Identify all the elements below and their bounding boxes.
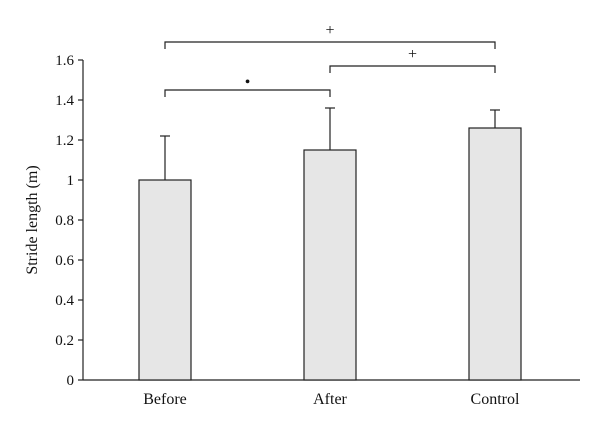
bar-before — [138, 179, 192, 381]
significance-bracket — [164, 89, 331, 97]
y-tick-label: 1.2 — [55, 133, 74, 149]
significance-marker: • — [245, 74, 251, 91]
y-tick-label: 0.8 — [55, 213, 74, 229]
y-tick-label: 1.4 — [55, 93, 74, 109]
y-tick-label: 1 — [67, 173, 75, 189]
significance-bracket — [329, 65, 496, 73]
significance-bracket — [164, 41, 496, 49]
bar-control — [468, 127, 522, 381]
y-tick-label: 1.6 — [55, 53, 74, 69]
y-tick-label: 0.2 — [55, 333, 74, 349]
x-category-label: Before — [143, 391, 187, 408]
x-category-label: After — [313, 391, 347, 408]
significance-marker: + — [408, 46, 417, 63]
y-tick-label: 0 — [67, 373, 75, 389]
y-axis-title: Stride length (m) — [24, 165, 41, 274]
bar-after — [303, 149, 357, 381]
significance-marker: + — [325, 22, 334, 39]
y-tick-label: 0.6 — [55, 253, 74, 269]
y-tick-label: 0.4 — [55, 293, 74, 309]
x-category-label: Control — [471, 391, 520, 408]
